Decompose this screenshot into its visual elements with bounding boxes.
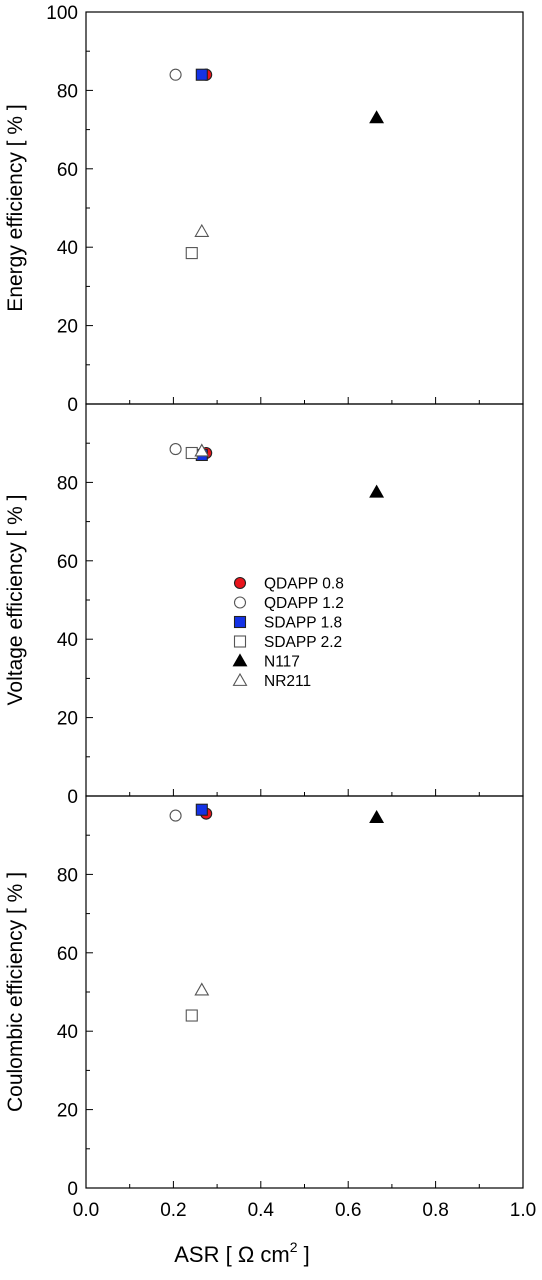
legend-marker-qdapp-1-2 <box>233 596 247 609</box>
y-axis-label: Energy efficiency [ % ] <box>4 104 27 311</box>
point-nr211 <box>194 443 210 457</box>
point-n117 <box>369 809 385 823</box>
y-tick-label: 40 <box>57 238 78 259</box>
point-qdapp-1-2 <box>169 809 182 822</box>
legend-entry-sdapp-1-8: SDAPP 1.8 <box>233 615 342 632</box>
panel-2: 0 20 40 60 80 Voltage efficiency [ % ] <box>4 403 524 808</box>
y-tick-label: 60 <box>57 160 78 181</box>
y-tick-label: 20 <box>57 709 78 730</box>
point-sdapp-1-8 <box>195 803 208 816</box>
y-tick-label: 20 <box>57 1101 78 1122</box>
legend-entry-sdapp-2-2: SDAPP 2.2 <box>233 634 342 651</box>
legend-marker-sdapp-2-2 <box>233 635 247 648</box>
x-tick-label: 1.0 <box>510 1200 536 1221</box>
x-tick-label: 0.2 <box>160 1200 186 1221</box>
legend-entry-qdapp-0-8: QDAPP 0.8 <box>233 576 344 593</box>
y-tick-label: 20 <box>57 317 78 338</box>
data-points <box>169 803 385 1022</box>
legend-entry-nr211: NR211 <box>232 672 311 690</box>
legend-marker-sdapp-1-8 <box>233 615 247 629</box>
x-tick-label: 0.0 <box>73 1200 99 1221</box>
legend: QDAPP 0.8 QDAPP 1.2 SDAPP 1.8 SDAPP 2.2 N117… <box>232 576 344 690</box>
x-axis-label-end: ] <box>298 1242 310 1267</box>
chart-panels: 0 20 40 60 80 100 Energy efficiency [ % ] 0 20 40… <box>4 3 524 1200</box>
x-tick-labels: 0.0 0.2 0.4 0.6 0.8 1.0 <box>73 1200 536 1221</box>
point-n117 <box>369 110 385 124</box>
legend-label: N117 <box>264 654 300 671</box>
point-sdapp-2-2 <box>185 247 198 260</box>
panel-frame <box>85 11 524 405</box>
x-axis-label: ASR [ Ω cm2 ] <box>174 1239 310 1267</box>
legend-label: QDAPP 1.2 <box>264 595 344 612</box>
point-nr211 <box>194 223 210 237</box>
y-tick-label: 40 <box>57 630 78 651</box>
x-axis-label-superscript: 2 <box>290 1239 298 1255</box>
panel-frame <box>85 795 524 1189</box>
y-tick-label: 100 <box>46 3 78 24</box>
y-tick-label: 40 <box>57 1022 78 1043</box>
panel-3: 0 20 40 60 80 Coulombic efficiency [ % ] <box>4 795 524 1200</box>
legend-label: SDAPP 2.2 <box>264 634 342 651</box>
y-tick-label: 80 <box>57 473 78 494</box>
point-qdapp-1-2 <box>169 443 182 456</box>
point-n117 <box>369 484 385 498</box>
legend-marker-n117 <box>232 653 248 667</box>
point-sdapp-2-2 <box>185 1009 198 1022</box>
y-axis-label: Coulombic efficiency [ % ] <box>4 872 27 1112</box>
x-tick-label: 0.6 <box>335 1200 361 1221</box>
y-tick-label: 0 <box>67 787 78 808</box>
legend-label: QDAPP 0.8 <box>264 576 344 593</box>
point-sdapp-1-8 <box>195 68 208 81</box>
x-axis-label-main: ASR [ Ω cm <box>174 1242 289 1267</box>
x-tick-label: 0.8 <box>422 1200 448 1221</box>
legend-entry-qdapp-1-2: QDAPP 1.2 <box>233 595 344 612</box>
x-tick-label: 0.4 <box>248 1200 275 1221</box>
y-tick-label: 60 <box>57 552 78 573</box>
point-qdapp-1-2 <box>169 68 182 81</box>
panel-1: 0 20 40 60 80 100 Energy efficiency [ % ] <box>4 3 524 416</box>
legend-label: SDAPP 1.8 <box>264 615 342 632</box>
data-points <box>169 443 385 498</box>
y-tick-label: 0 <box>67 1179 78 1200</box>
x-axis: 0.0 0.2 0.4 0.6 0.8 1.0 ASR [ Ω cm2 ] <box>73 1200 536 1267</box>
y-tick-label: 80 <box>57 865 78 886</box>
point-nr211 <box>194 982 210 996</box>
y-axis-label: Voltage efficiency [ % ] <box>4 495 27 706</box>
legend-label: NR211 <box>264 673 311 690</box>
legend-entry-n117: N117 <box>232 653 300 671</box>
y-tick-label: 0 <box>67 395 78 416</box>
legend-marker-nr211 <box>232 672 248 686</box>
y-tick-label: 80 <box>57 81 78 102</box>
point-sdapp-2-2 <box>185 446 198 460</box>
y-tick-label: 60 <box>57 944 78 965</box>
data-points <box>169 68 385 260</box>
legend-marker-qdapp-0-8 <box>233 576 247 590</box>
